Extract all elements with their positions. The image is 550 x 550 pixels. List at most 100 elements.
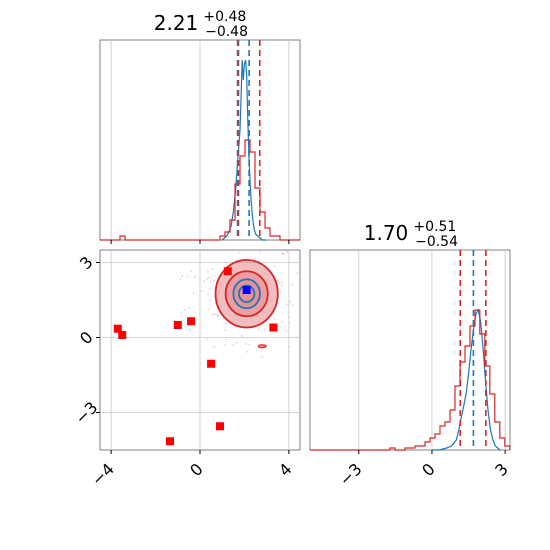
sample-point: [279, 291, 282, 294]
title-top-left-value: 2.21: [154, 11, 199, 35]
y-tick-label: 3: [76, 253, 97, 274]
x-tick-label: 0: [418, 459, 439, 480]
red-square-marker: [269, 323, 278, 332]
sample-point: [213, 279, 216, 282]
sample-point: [212, 345, 215, 348]
sample-point: [212, 312, 215, 315]
panel-top-left-grid: [110, 40, 290, 240]
red-square-marker: [187, 317, 196, 326]
sample-point: [224, 338, 227, 341]
sample-point: [241, 334, 244, 337]
sample-point: [276, 279, 279, 282]
title-bottom-right-sub: −0.54: [415, 234, 458, 250]
sample-point: [214, 312, 217, 315]
sample-point: [225, 322, 228, 325]
sample-point: [224, 261, 227, 264]
hist-step-red: [100, 139, 300, 241]
red-square-marker: [166, 437, 174, 446]
sample-point: [287, 345, 290, 348]
sample-point: [286, 303, 289, 306]
panel-bottom-left-grid: [100, 250, 300, 450]
red-square-marker: [173, 321, 182, 329]
red-square-marker: [207, 359, 216, 368]
sample-point: [296, 272, 299, 275]
contour-level: [237, 284, 256, 303]
x-tick-label: −4: [88, 459, 118, 489]
sample-point: [193, 276, 196, 279]
panel-bottom-right-frame: [309, 249, 511, 451]
red-square-marker: [113, 324, 122, 333]
sample-point: [231, 344, 234, 347]
sample-point: [206, 270, 209, 273]
x-tick-label: −3: [335, 459, 365, 489]
sample-point: [260, 356, 263, 359]
sample-point: [273, 265, 276, 268]
sample-point: [206, 277, 209, 280]
sample-point: [206, 338, 209, 341]
sample-point: [280, 281, 283, 284]
sample-point: [273, 317, 276, 320]
sample-point: [283, 253, 286, 256]
sample-point: [216, 314, 219, 317]
sample-point: [291, 304, 294, 307]
sample-point: [238, 251, 241, 254]
sample-point: [207, 308, 210, 311]
sample-point: [253, 256, 256, 259]
sample-point: [258, 250, 261, 253]
sample-point: [223, 328, 226, 331]
x-tick-label: 0: [186, 459, 207, 480]
title-top-left-sub: −0.48: [205, 24, 248, 40]
sample-point: [202, 280, 205, 283]
sample-point: [211, 314, 214, 317]
sample-point: [184, 308, 187, 311]
x-tick-label: 3: [491, 459, 512, 480]
title-top-left-sup: +0.48: [203, 9, 246, 25]
sample-point: [181, 275, 184, 278]
panel-bottom-right-lines: [459, 250, 487, 450]
panel-top-left-histogram: 2.21 +0.48 −0.48: [99, 9, 301, 244]
sample-point: [257, 328, 260, 331]
sample-point: [186, 275, 189, 278]
panel-bottom-right-hist: [310, 308, 511, 451]
sample-point: [287, 316, 290, 319]
sample-point: [235, 341, 238, 344]
sample-point: [280, 284, 283, 287]
sample-point: [278, 281, 281, 284]
sample-point: [244, 342, 247, 345]
panel-bottom-right-grid: [358, 250, 506, 450]
hist-line-blue: [432, 308, 501, 451]
panel-top-left-title: 2.21 +0.48: [154, 9, 247, 35]
sample-point: [248, 343, 251, 346]
sample-point: [224, 343, 227, 346]
panel-top-left-hist: [100, 59, 300, 241]
y-tick-label: −3: [71, 398, 101, 428]
sample-point: [179, 278, 182, 281]
sample-point: [187, 306, 190, 309]
hist-line-blue: [221, 59, 267, 241]
sample-point: [288, 321, 291, 324]
sample-point: [291, 283, 294, 286]
sample-point: [189, 328, 192, 331]
sample-point: [285, 329, 288, 332]
red-square-marker: [118, 331, 127, 339]
red-square-marker: [216, 422, 224, 431]
sample-point: [245, 350, 248, 353]
sample-point: [190, 269, 193, 272]
hist-step-red: [310, 309, 511, 451]
sample-point: [209, 287, 212, 290]
sample-point: [193, 291, 196, 294]
sample-point: [295, 336, 298, 339]
panel-bottom-left-scatter: −4 0 4 3 0 −3: [71, 249, 301, 490]
red-square-marker: [223, 267, 232, 276]
sample-point: [207, 293, 210, 296]
sample-point: [207, 276, 210, 279]
sample-point: [216, 315, 219, 318]
x-tick-label: 4: [275, 459, 296, 480]
panel-bottom-right-title: 1.70 +0.51: [364, 219, 457, 245]
panel-top-left-ticks: [110, 240, 290, 244]
sample-point: [180, 312, 183, 315]
title-bottom-right-sup: +0.51: [413, 219, 456, 235]
sample-point: [211, 267, 214, 270]
panel-bottom-left-points: [113, 250, 299, 446]
